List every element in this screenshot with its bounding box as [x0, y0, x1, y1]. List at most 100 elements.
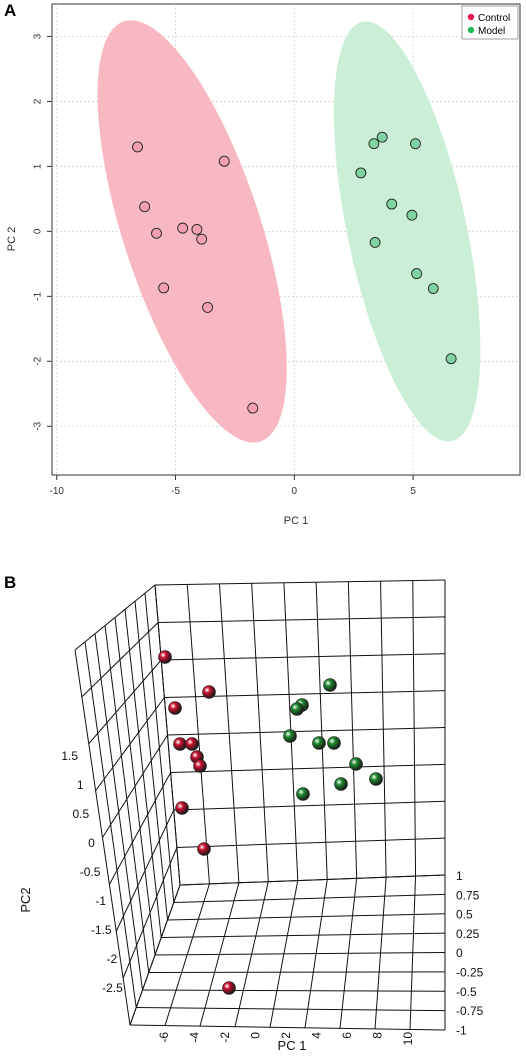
data-point-3d-green: [323, 678, 337, 692]
data-point-model: [410, 138, 421, 150]
y-tick-label: 2: [33, 98, 44, 104]
x-tick-label-3d: 0: [249, 1032, 263, 1039]
y-tick-label-3d: -2: [107, 952, 118, 966]
data-point-3d-red: [168, 701, 182, 715]
y-axis-label: PC 2: [6, 227, 18, 251]
data-point-control: [218, 155, 230, 167]
grid-line-3d: [161, 653, 446, 661]
z-tick-label-3d: -0.5: [456, 985, 477, 999]
data-point-3d-green: [327, 736, 341, 750]
grid-line-3d: [167, 913, 446, 921]
grid-line-3d: [315, 582, 328, 880]
grid-line-3d: [94, 633, 143, 991]
x-tick-label-3d: 6: [340, 1032, 354, 1039]
y-tick-label-3d: -1: [95, 894, 106, 908]
data-point-3d-red: [202, 685, 216, 699]
grid-line-3d: [84, 641, 137, 1008]
confidence-ellipse-model: [333, 21, 481, 442]
data-point-model: [427, 283, 439, 294]
grid-line-3d: [148, 971, 446, 973]
z-tick-label-3d: 0.5: [456, 908, 473, 922]
grid-line-3d: [347, 581, 358, 879]
grid-line-3d: [218, 583, 240, 883]
panel-label-b: B: [4, 573, 16, 592]
3d-points: [158, 650, 383, 995]
grid-line-3d: [186, 584, 210, 884]
x-tick-label-3d: -4: [188, 1032, 202, 1043]
x-tick-label-3d: -2: [218, 1032, 232, 1043]
y-axis-label-3d: PC2: [18, 887, 33, 912]
data-point-3d-red: [185, 737, 199, 751]
data-point-3d-green: [349, 757, 363, 771]
grid-line-3d: [251, 583, 269, 882]
y-tick-label-3d: -2.5: [102, 981, 123, 995]
data-point-model: [406, 209, 418, 221]
legend-label-model: Model: [478, 26, 505, 37]
grid-line-3d: [173, 800, 446, 811]
data-point-model: [386, 198, 398, 210]
data-point-3d-red: [197, 842, 211, 856]
legend-box: [461, 5, 519, 40]
data-point-model: [411, 268, 423, 280]
x-axis-label-3d: PC 1: [278, 1038, 307, 1053]
pca-3d-scatter-chart: B 1.5 1 0.5 0 -0.5 -1 -1.5 -2 -2.5 1 0.75 0.5 0.25 0 -…: [4, 573, 484, 1053]
data-point-3d-red: [173, 737, 187, 751]
legend-label-control: Control: [478, 13, 510, 24]
data-point-3d-red: [158, 650, 172, 664]
grid-line-3d: [158, 616, 446, 623]
y-tick-label-3d: -0.5: [80, 865, 101, 879]
z-tick-label-3d: -0.75: [456, 1004, 484, 1018]
grid-line-3d: [154, 584, 181, 886]
data-point-control: [191, 223, 203, 235]
y-tick-label-3d: 1.5: [61, 749, 78, 763]
legend: Control Model: [461, 5, 519, 40]
grid-line-3d: [173, 893, 446, 903]
3d-ticks: 1.5 1 0.5 0 -0.5 -1 -1.5 -2 -2.5 1 0.75 0.5 0.25 0 -0.…: [61, 749, 483, 1045]
grid-line-3d: [104, 625, 150, 973]
x-tick-label: 5: [410, 486, 416, 497]
x-tick-label-3d: 2: [279, 1032, 293, 1039]
y-tick-label: -3: [33, 421, 44, 430]
data-point-3d-green: [283, 729, 297, 743]
x-axis-label: PC 1: [284, 515, 308, 527]
y-tick-label-3d: 0.5: [73, 807, 90, 821]
data-point-3d-green: [369, 772, 383, 786]
z-tick-label-3d: -1: [456, 1023, 467, 1037]
y-tick-label: 1: [33, 163, 44, 169]
data-point-model: [445, 353, 457, 365]
data-point-control: [151, 227, 162, 239]
y-tick-label: -2: [33, 356, 44, 365]
data-point-3d-red: [175, 801, 189, 815]
data-point-control: [196, 233, 208, 245]
x-tick-label-3d: 10: [401, 1032, 415, 1046]
y-tick-label: -1: [33, 291, 44, 300]
points: [132, 131, 457, 414]
data-point-model: [376, 131, 388, 143]
grid-line-3d: [380, 581, 387, 878]
grid-line-3d: [154, 579, 446, 586]
x-tick-label-3d: 4: [310, 1032, 324, 1039]
x-tick-label: -10: [50, 486, 65, 497]
grid-line-3d: [74, 649, 131, 1026]
grid-line-3d: [179, 874, 446, 886]
grid-line-3d: [129, 1024, 446, 1031]
data-point-control: [247, 402, 259, 414]
grid-line-3d: [154, 952, 446, 956]
data-point-3d-green: [334, 777, 348, 791]
data-point-control: [177, 222, 189, 234]
data-point-control: [158, 282, 170, 294]
data-point-model: [368, 138, 380, 150]
legend-marker-control: [467, 13, 475, 21]
z-tick-label-3d: 0.25: [456, 927, 480, 941]
data-point-3d-green: [296, 787, 310, 801]
x-tick-label-3d: -6: [157, 1032, 171, 1043]
y-tick-label-3d: -1.5: [91, 923, 112, 937]
panel-label-a: A: [4, 1, 16, 20]
data-point-model: [369, 236, 381, 248]
y-tick-label-3d: 1: [77, 778, 84, 792]
3d-grid-box: [74, 579, 446, 1031]
x-tick-label: 0: [292, 486, 298, 497]
z-tick-label-3d: 1: [456, 869, 463, 883]
data-point-control: [202, 301, 214, 313]
